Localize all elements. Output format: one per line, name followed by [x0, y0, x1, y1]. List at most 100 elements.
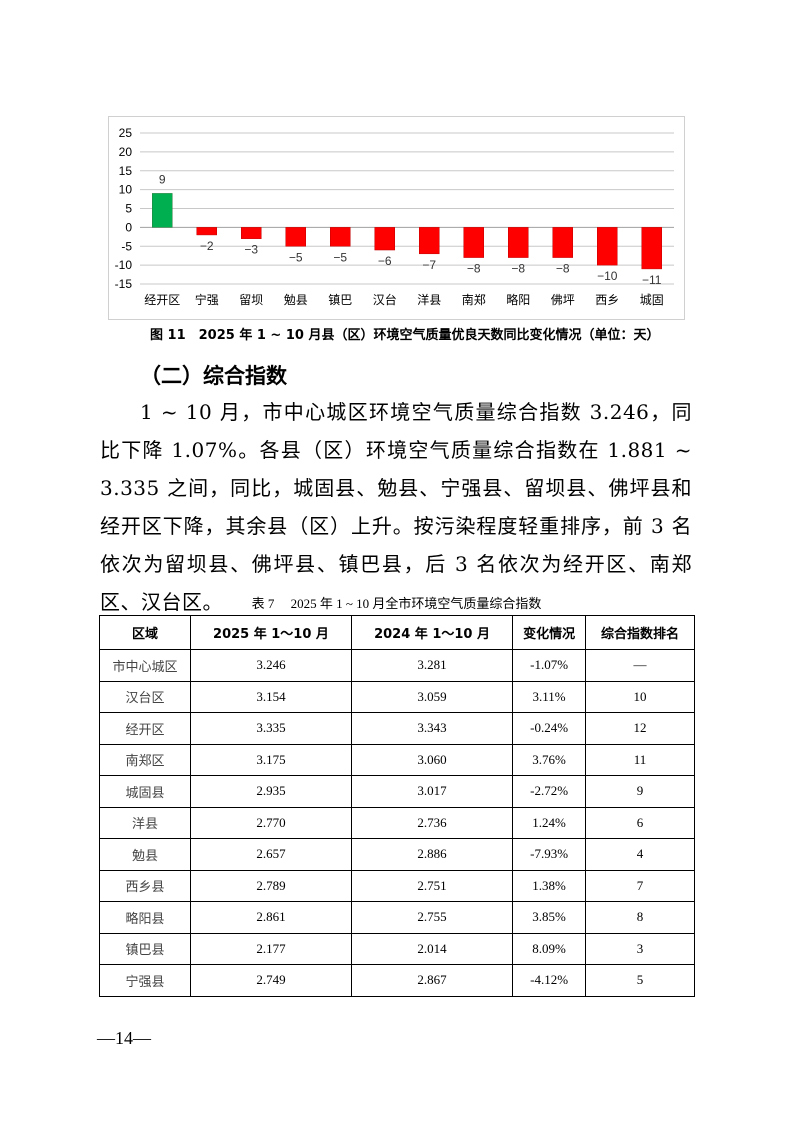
table-cell: 8 [585, 901, 695, 934]
table-cell: 4 [585, 838, 695, 871]
x-tick-label: 略阳 [506, 292, 530, 307]
bar [508, 227, 529, 258]
y-tick-label: 10 [119, 183, 133, 197]
table-cell: 宁强县 [99, 964, 191, 997]
table-row: 西乡县 2.789 2.751 1.38% 7 [99, 869, 695, 902]
table-cell: 经开区 [99, 712, 191, 745]
table-cell: 3.017 [351, 775, 514, 808]
bar [374, 227, 395, 251]
table-cell: -7.93% [512, 838, 587, 871]
bar [330, 227, 351, 247]
table-cell: 1.24% [512, 806, 587, 839]
table-cell: 10 [585, 680, 695, 713]
table-cell: 3.11% [512, 680, 587, 713]
column-header: 2024 年 1～10 月 [351, 615, 514, 650]
bar [196, 227, 217, 236]
table-cell: -1.07% [512, 649, 587, 682]
table-cell: 3.281 [351, 649, 514, 682]
column-header: 综合指数排名 [585, 615, 695, 650]
table-row: 汉台区 3.154 3.059 3.11% 10 [99, 680, 695, 713]
column-header: 变化情况 [512, 615, 587, 650]
data-label: −5 [333, 250, 347, 264]
table-cell: 3.175 [189, 743, 353, 776]
table-cell: 南郑区 [99, 743, 191, 776]
table-cell: 5 [585, 964, 695, 997]
x-tick-label: 洋县 [417, 292, 441, 307]
table-cell: 2.770 [189, 806, 353, 839]
table-cell: 2.177 [189, 932, 353, 965]
x-tick-label: 汉台 [373, 292, 397, 307]
table-cell: 2.861 [189, 901, 353, 934]
table-cell: 11 [585, 743, 695, 776]
x-tick-label: 宁强 [195, 292, 219, 307]
y-tick-label: -5 [121, 239, 132, 253]
y-tick-label: 20 [119, 145, 133, 159]
table-cell: 2.014 [351, 932, 514, 965]
data-label: −10 [597, 269, 618, 283]
table-cell: -0.24% [512, 712, 587, 745]
column-header: 2025 年 1～10 月 [189, 615, 353, 650]
bar-chart: 25 20 15 10 5 0 -5 -10 -15 9 经开区 −2 宁强 −3 留坝 −5 勉县 −5 镇巴 −6… [115, 126, 674, 307]
table-header-row: 区域 2025 年 1～10 月 2024 年 1～10 月变化情况 综合指数排名 [99, 615, 695, 650]
bar [152, 193, 173, 228]
table-cell: 2.789 [189, 869, 353, 902]
data-label: −2 [200, 239, 214, 253]
x-tick-label: 镇巴 [328, 293, 352, 307]
table-cell: 2.736 [351, 806, 514, 839]
data-label: −8 [467, 262, 481, 276]
table-row: 宁强县 2.749 2.867 -4.12% 5 [99, 964, 695, 997]
table-cell: 6 [585, 806, 695, 839]
table-cell: 市中心城区 [99, 649, 191, 682]
table-caption: 表 7 2025 年 1 ~ 10 月全市环境空气质量综合指数 [251, 596, 542, 611]
table-cell: 3.246 [189, 649, 353, 682]
x-tick-label: 西乡 [595, 293, 619, 307]
table-cell: 2.755 [351, 901, 514, 934]
x-tick-label: 留坝 [239, 293, 263, 307]
table-row: 南郑区 3.175 3.060 3.76% 11 [99, 743, 695, 776]
bar [241, 227, 262, 239]
data-label: −8 [511, 262, 525, 276]
data-label: −5 [289, 250, 303, 264]
data-label: 9 [159, 172, 166, 186]
x-tick-label: 经开区 [144, 293, 180, 307]
table-row: 勉县 2.657 2.886 -7.93% 4 [99, 838, 695, 871]
table-cell: 城固县 [99, 775, 191, 808]
x-tick-label: 南郑 [462, 292, 486, 307]
y-tick-label: 25 [119, 126, 133, 140]
table-cell: 2.935 [189, 775, 353, 808]
table-cell: 3.060 [351, 743, 514, 776]
table-cell: 勉县 [99, 838, 191, 871]
bar [597, 227, 618, 266]
table-cell: 1.38% [512, 869, 587, 902]
body-paragraph: 1 ~ 10 月，市中心城区环境空气质量综合指数 3.246，同比下降 1.07… [100, 400, 692, 614]
table-cell: 汉台区 [99, 680, 191, 713]
table-cell: 3.335 [189, 712, 353, 745]
table-row: 经开区 3.335 3.343 -0.24% 12 [99, 712, 695, 745]
table-cell: 西乡县 [99, 869, 191, 902]
page-number: —14— [97, 1028, 151, 1048]
column-header: 区域 [99, 615, 191, 650]
data-label: −3 [244, 243, 258, 257]
y-tick-label: 5 [125, 202, 132, 216]
table-cell: 2.657 [189, 838, 353, 871]
x-tick-label: 勉县 [284, 293, 308, 307]
y-tick-label: 15 [119, 164, 133, 178]
table-cell: -2.72% [512, 775, 587, 808]
table-cell: 3.85% [512, 901, 587, 934]
data-label: −11 [642, 273, 662, 287]
table-cell: 2.751 [351, 869, 514, 902]
x-tick-label: 城固 [640, 293, 664, 307]
table-cell: -4.12% [512, 964, 587, 997]
bar [419, 227, 440, 255]
table-cell: 略阳县 [99, 901, 191, 934]
table-cell: 8.09% [512, 932, 587, 965]
table-row: 洋县 2.770 2.736 1.24% 6 [99, 806, 695, 839]
table-cell: 12 [585, 712, 695, 745]
table-cell: 2.886 [351, 838, 514, 871]
bar [641, 227, 662, 270]
table-row: 城固县 2.935 3.017 -2.72% 9 [99, 775, 695, 808]
y-tick-label: 0 [125, 220, 132, 234]
section-heading: （二）综合指数 [140, 364, 287, 388]
table-cell: 2.867 [351, 964, 514, 997]
